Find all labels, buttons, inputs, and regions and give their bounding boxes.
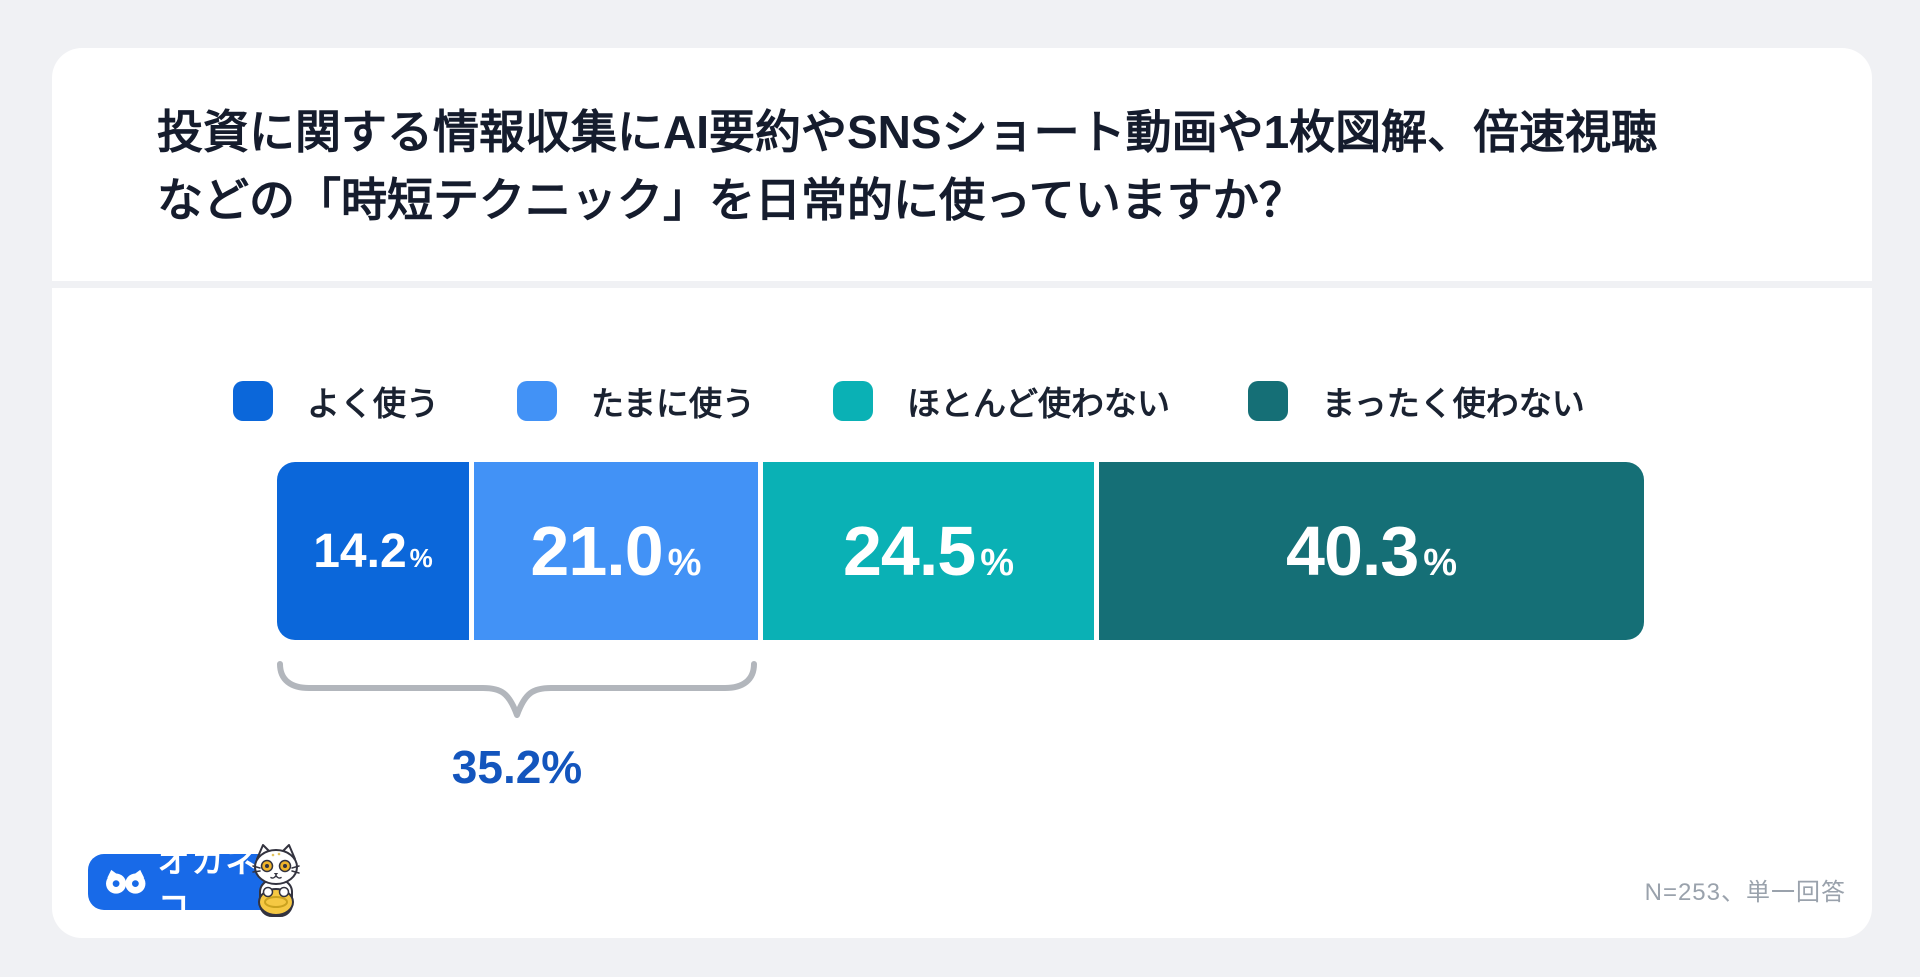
- bar-segment-unit: %: [409, 542, 433, 573]
- bar-segment-label: 21.0%: [530, 511, 701, 591]
- bar-segment: 21.0%: [473, 462, 758, 640]
- bar-segment: 14.2%: [277, 462, 469, 640]
- bracket-annotation-label: 35.2%: [451, 741, 583, 793]
- legend-swatch: [233, 381, 273, 421]
- bar-segment-unit: %: [667, 542, 702, 584]
- chart-card: 投資に関する情報収集にAI要約やSNSショート動画や1枚図解、倍速視聴 などの「時…: [52, 48, 1872, 938]
- bar-segment-label: 40.3%: [1286, 511, 1457, 591]
- bar-segment: 40.3%: [1099, 462, 1644, 640]
- infinity-cat-glasses-icon: [106, 869, 146, 894]
- legend-swatch: [517, 381, 557, 421]
- bar-segment-value: 24.5: [843, 512, 976, 590]
- legend-label: まったく使わない: [1322, 385, 1585, 422]
- bar-segment: 24.5%: [762, 462, 1095, 640]
- legend-item: まったく使わない: [1248, 377, 1585, 425]
- cat-holding-coin-icon: [252, 844, 300, 917]
- legend-item: よく使う: [233, 377, 439, 425]
- divider: [52, 281, 1872, 288]
- legend-item: ほとんど使わない: [833, 377, 1170, 425]
- bar-segment-label: 24.5%: [843, 511, 1014, 591]
- legend: よく使う たまに使う ほとんど使わない まったく使わない: [233, 377, 1585, 425]
- legend-label: よく使う: [307, 385, 439, 422]
- bracket-path: [277, 661, 757, 718]
- bracket: [277, 661, 757, 718]
- bar-segment-value: 14.2: [313, 524, 407, 578]
- legend-label: ほとんど使わない: [907, 385, 1171, 422]
- stacked-bar: 14.2% 21.0% 24.5% 40.3%: [277, 462, 1644, 640]
- chart-title-line2: などの「時短テクニック」を日常的に使っていますか？: [157, 174, 1305, 226]
- bar-segment-unit: %: [1423, 542, 1458, 584]
- bar-segment-value: 21.0: [530, 512, 663, 590]
- legend-swatch: [1248, 381, 1289, 421]
- bar-segment-unit: %: [980, 542, 1015, 584]
- chart-title: 投資に関する情報収集にAI要約やSNSショート動画や1枚図解、倍速視聴 などの「時…: [157, 98, 1657, 234]
- okaneko-logo: オカネコ: [88, 843, 348, 932]
- bar-segment-value: 40.3: [1286, 512, 1419, 590]
- legend-label: たまに使う: [591, 385, 756, 422]
- chart-title-line1: 投資に関する情報収集にAI要約やSNSショート動画や1枚図解、倍速視聴: [157, 106, 1658, 158]
- okaneko-logo-badge: オカネコ: [88, 843, 280, 925]
- bar-segment-label: 14.2%: [313, 524, 433, 579]
- logo-text: オカネコ: [157, 843, 260, 925]
- legend-item: たまに使う: [517, 377, 755, 425]
- sample-note: N=253、単一回答: [1644, 879, 1846, 906]
- legend-swatch: [833, 381, 874, 421]
